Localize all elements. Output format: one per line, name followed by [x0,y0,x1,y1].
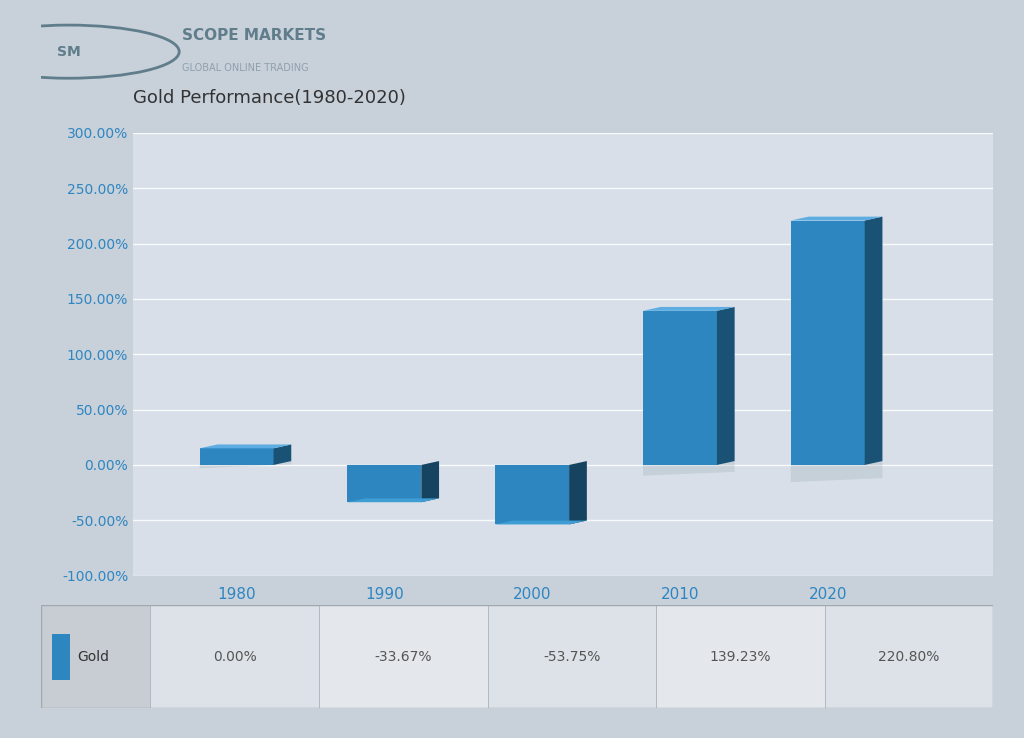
Text: 139.23%: 139.23% [710,650,771,663]
Bar [52,634,70,680]
Polygon shape [643,461,734,476]
Text: 220.80%: 220.80% [879,650,940,663]
Polygon shape [791,221,864,465]
Polygon shape [421,461,439,503]
Polygon shape [347,498,439,503]
Polygon shape [569,461,587,525]
Text: SM: SM [56,45,81,58]
Polygon shape [643,311,717,465]
Polygon shape [347,465,421,503]
Polygon shape [496,465,569,525]
Polygon shape [864,217,883,465]
Polygon shape [200,444,291,448]
Text: 0.00%: 0.00% [213,650,257,663]
Polygon shape [496,520,587,525]
Polygon shape [200,448,273,465]
Polygon shape [791,217,883,221]
Text: -53.75%: -53.75% [543,650,600,663]
Polygon shape [347,495,439,503]
Bar [824,605,993,708]
Bar [319,605,487,708]
Bar [656,605,824,708]
Polygon shape [717,307,734,465]
Polygon shape [496,517,587,525]
Bar [41,605,151,708]
Text: SCOPE MARKETS: SCOPE MARKETS [182,28,327,43]
Text: GLOBAL ONLINE TRADING: GLOBAL ONLINE TRADING [182,63,309,73]
Polygon shape [273,444,291,465]
Text: Gold Performance(1980-2020): Gold Performance(1980-2020) [133,89,406,107]
Text: Gold: Gold [77,650,110,663]
Polygon shape [643,307,734,311]
Bar [151,605,319,708]
Polygon shape [200,461,291,469]
Polygon shape [791,461,883,482]
Bar [487,605,656,708]
Text: -33.67%: -33.67% [375,650,432,663]
